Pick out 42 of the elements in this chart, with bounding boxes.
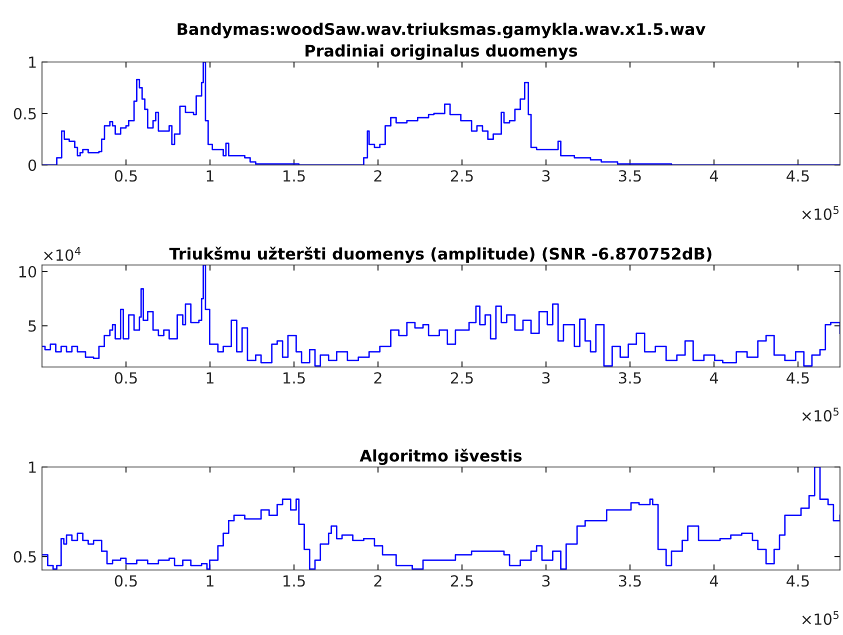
x-tick-label: 3 [542,575,550,587]
chart-title: Bandymas:woodSaw.wav.triuksmas.gamykla.wav.x1.5.wav [178,22,706,38]
x-tick-label: 2 [374,575,382,586]
x-tick-label: 1.5 [284,372,305,384]
y-tick-label: 0 [28,159,36,172]
x-tick-label: 2.5 [450,170,473,182]
x-tick-label: 4.5 [786,575,809,587]
chart-subtitle: Triukšmu užteršti duomenys (amplitude) (SNR -6.870752dB) [169,246,712,263]
x-tick-label: 3.5 [619,575,641,587]
x-tick-label: 1 [206,575,214,586]
chart-subtitle: Algoritmo išvestis [360,448,522,465]
x-tick-label: 0.5 [114,575,137,587]
text: ×10$^{5}$ [802,408,839,422]
x-tick-label: 4.5 [786,170,809,182]
x-tick-label: 0.5 [114,170,137,182]
x-tick-label: 1 [206,170,214,182]
text: ×10$^{5}$ [802,206,839,220]
x-tick-label: 2.5 [450,575,473,587]
x-tick-label: 3 [542,372,550,384]
x-tick-label: 3 [542,170,550,182]
y-tick-label: 0.5 [14,108,36,120]
x-tick-label: 4 [710,575,718,586]
x-tick-label: 4 [710,372,718,384]
x-tick-label: 0.5 [114,372,137,384]
x-tick-label: 4.5 [786,372,809,384]
text: ×10$^{4}$ [44,247,81,261]
x-tick-label: 2 [374,372,382,384]
y-tick-label: 0.5 [14,551,36,563]
x-tick-label: 2 [374,170,382,182]
chart-subtitle: Pradiniai originalus duomenys [306,44,578,60]
y-tick-label: 10 [19,266,36,278]
x-tick-label: 1 [206,372,214,384]
x-tick-label: 1.5 [284,575,305,587]
text: ×10$^{5}$ [802,611,839,625]
x-tick-label: 3.5 [619,170,641,182]
x-tick-label: 2.5 [450,372,473,384]
y-tick-label: 1 [29,462,36,473]
x-tick-label: 3.5 [619,372,641,384]
y-tick-label: 1 [29,56,36,68]
x-tick-label: 1.5 [284,170,305,182]
y-tick-label: 5 [28,320,36,332]
x-tick-label: 4 [710,170,718,182]
